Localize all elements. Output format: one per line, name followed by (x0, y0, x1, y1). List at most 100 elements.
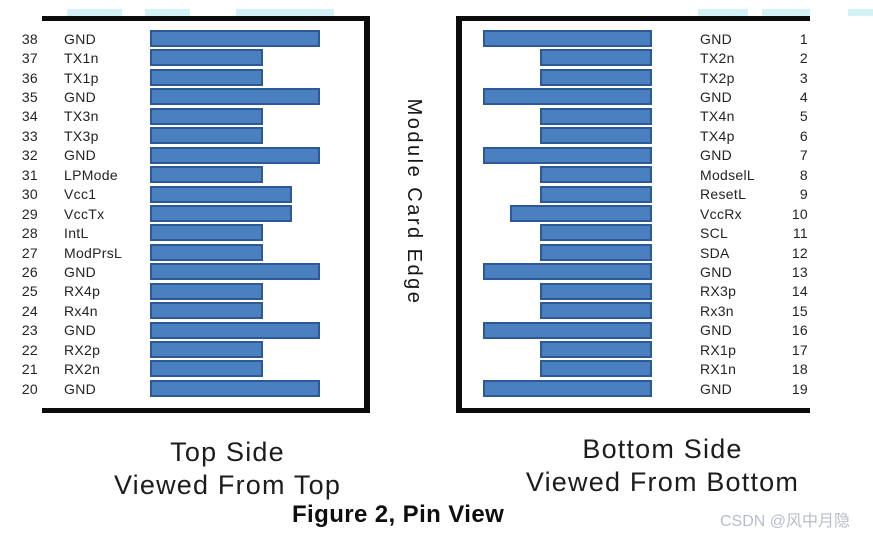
pin-label: ModselL (700, 166, 756, 183)
pin-pad-bar (540, 341, 652, 358)
pin-pad-bar (483, 321, 652, 339)
pin-number: 32 (21, 147, 38, 164)
pin-number: 5 (799, 108, 808, 125)
pin-row: 9 ResetL (462, 185, 860, 204)
pin-label: TX4n (700, 108, 735, 125)
pin-row: 15 Rx3n (462, 301, 860, 320)
pin-row: 7 GND (462, 146, 860, 165)
pin-pad-bar (150, 224, 263, 242)
pin-label: Rx4n (64, 302, 98, 319)
pin-label: IntL (64, 225, 89, 242)
pin-label: TX4p (700, 127, 735, 144)
pin-pad-bar (150, 146, 320, 164)
pin-pad-bar (540, 243, 652, 261)
pin-label: GND (64, 89, 97, 106)
pin-label: GND (700, 147, 733, 164)
pin-number: 19 (791, 380, 808, 397)
pin-row: 35 GND (12, 87, 368, 106)
caption-viewed-from-top: Viewed From Top (113, 470, 342, 500)
pin-label: Vcc1 (64, 186, 97, 203)
pin-label: GND (700, 380, 733, 397)
pin-pad-bar (150, 263, 320, 281)
pin-pad-bar (150, 68, 263, 86)
pin-row: 12 SDA (462, 243, 860, 262)
pin-label: GND (64, 30, 97, 47)
pin-pad-bar (150, 243, 263, 261)
right-panel-border (456, 16, 810, 413)
pin-row: 24 Rx4n (12, 301, 368, 320)
pin-label: SCL (700, 225, 729, 242)
pin-number: 26 (21, 263, 38, 280)
pin-pad-bar (150, 379, 320, 397)
pin-label: RX3p (700, 283, 737, 300)
highlight-artifact (236, 9, 334, 16)
pin-pad-bar (150, 127, 263, 145)
caption-top-side: Top Side (170, 437, 285, 467)
pin-pad-bar (150, 302, 263, 320)
pin-pad-bar (150, 88, 320, 106)
pin-row: 4 GND (462, 87, 860, 106)
pin-row: 34 TX3n (12, 107, 368, 126)
pin-row: 5 TX4n (462, 107, 860, 126)
pin-label: RX4p (64, 283, 101, 300)
pin-pad-bar (540, 166, 652, 184)
pin-pad-bar (150, 107, 263, 125)
pin-number: 31 (21, 166, 38, 183)
pin-row: 26 GND (12, 262, 368, 281)
pin-number: 13 (791, 263, 808, 280)
pin-number: 2 (799, 50, 808, 67)
pin-pad-bar (150, 341, 263, 358)
pin-label: GND (700, 322, 733, 339)
pin-number: 8 (799, 166, 808, 183)
pin-number: 1 (799, 30, 808, 47)
pin-row: 8 ModselL (462, 165, 860, 184)
module-card-edge-label: Module Card Edge (403, 98, 425, 306)
pin-row: 28 IntL (12, 223, 368, 242)
highlight-artifact (762, 9, 810, 16)
right-pin-rows: 1 GND 2 TX2n 3 TX2p 4 GND 5 TX4n 6 TX4p 7 GND 8 ModselL… (462, 29, 860, 398)
pin-number: 4 (799, 89, 808, 106)
pin-row: 37 TX1n (12, 48, 368, 67)
pin-row: 11 SCL (462, 223, 860, 242)
pin-number: 22 (21, 341, 38, 358)
pin-pad-bar (483, 263, 652, 281)
pin-label: ModPrsL (64, 244, 123, 261)
pin-number: 24 (21, 302, 38, 319)
pin-row: 30 Vcc1 (12, 185, 368, 204)
pin-label: TX1n (64, 50, 99, 67)
pin-row: 6 TX4p (462, 126, 860, 145)
pin-label: TX3p (64, 127, 99, 144)
pin-pad-bar (483, 379, 652, 397)
left-pin-rows: 38 GND 37 TX1n 36 TX1p 35 GND 34 TX3n 33 TX3p 32 GND 3… (12, 29, 368, 398)
pin-number: 37 (21, 50, 38, 67)
pin-pad-bar (540, 49, 652, 67)
pin-label: TX2n (700, 50, 735, 67)
pin-number: 16 (791, 322, 808, 339)
pin-row: 18 RX1n (462, 359, 860, 378)
pin-number: 33 (21, 127, 38, 144)
pin-number: 9 (799, 186, 808, 203)
pin-number: 28 (21, 225, 38, 242)
pin-label: RX1p (700, 341, 737, 358)
pin-number: 3 (799, 69, 808, 86)
pin-row: 19 GND (462, 379, 860, 398)
pin-row: 14 RX3p (462, 282, 860, 301)
highlight-artifact (145, 9, 190, 16)
pin-row: 10 VccRx (462, 204, 860, 223)
pin-number: 10 (791, 205, 808, 222)
pin-label: TX3n (64, 108, 99, 125)
pin-label: LPMode (64, 166, 118, 183)
pin-pad-bar (150, 282, 263, 300)
pin-row: 27 ModPrsL (12, 243, 368, 262)
pin-number: 27 (21, 244, 38, 261)
pin-number: 30 (21, 186, 38, 203)
pin-pad-bar (150, 49, 263, 67)
pin-pad-bar (540, 107, 652, 125)
highlight-artifact (848, 9, 873, 16)
pin-pad-bar (483, 30, 652, 47)
pin-label: GND (700, 89, 733, 106)
pin-row: 20 GND (12, 379, 368, 398)
pin-label: TX2p (700, 69, 735, 86)
pin-pad-bar (540, 185, 652, 203)
pin-row: 23 GND (12, 321, 368, 340)
